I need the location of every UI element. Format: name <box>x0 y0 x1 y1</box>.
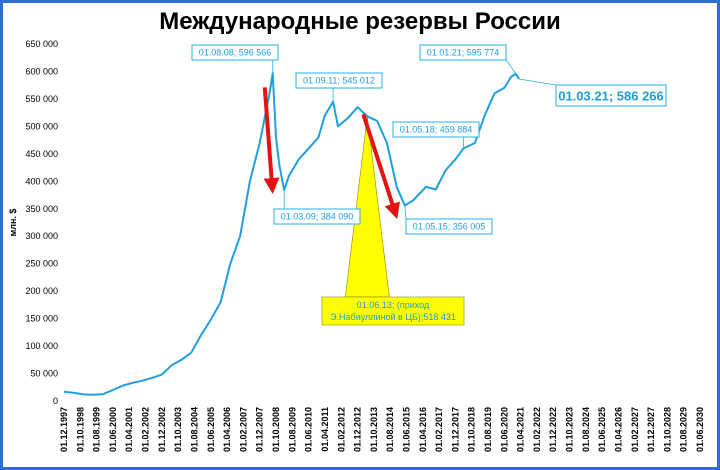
callout-2021-jan-label: 01.01.21; 595 774 <box>427 48 500 58</box>
callout-2021-mar-label: 01.03.21; 586 266 <box>558 89 664 104</box>
x-tick-label: 01.10.2023 <box>565 407 575 452</box>
callout-2021-jan-leader <box>505 59 517 75</box>
decline-arrow-2014 <box>361 113 400 220</box>
x-tick-label: 01.10.2008 <box>271 407 281 452</box>
callout-low-2015-box <box>405 218 493 235</box>
highlight-triangle <box>344 116 390 298</box>
chart-title: Международные резервы России <box>159 8 561 35</box>
x-tick-label: 01.02.2002 <box>141 407 151 452</box>
callout-low-2009-box <box>273 208 361 225</box>
x-tick-label: 01.08.2014 <box>385 407 395 452</box>
x-tick-label: 01.12.2007 <box>255 407 265 452</box>
y-tick-label: 100 000 <box>25 341 58 351</box>
callout-peak-2008-label: 01.08.08; 596 566 <box>199 48 272 58</box>
x-tick-label: 01.10.2003 <box>173 407 183 452</box>
x-tick-label: 01.02.2007 <box>238 407 248 452</box>
x-tick-label: 01.04.2021 <box>516 407 526 452</box>
x-tick-label: 01.08.2024 <box>581 407 591 452</box>
y-tick-label: 200 000 <box>25 286 58 296</box>
x-tick-label: 01.12.2017 <box>450 407 460 452</box>
x-tick-label: 01.04.2001 <box>124 407 134 452</box>
x-tick-label: 01.02.2022 <box>532 407 542 452</box>
y-tick-label: 450 000 <box>25 149 58 159</box>
x-tick-label: 01.06.2030 <box>695 407 705 452</box>
x-tick-label: 01.12.2002 <box>157 407 167 452</box>
x-tick-label: 01.06.2025 <box>597 407 607 452</box>
callout-2013-line2: Э.Набиуллиной в ЦБ);518 431 <box>330 312 456 322</box>
callout-low-2009-label: 01.03.09; 384 090 <box>281 212 354 222</box>
y-tick-label: 0 <box>53 396 58 406</box>
callout-2013-line1: 01.06.13; (приход <box>357 300 430 310</box>
x-tick-label: 01.06.2015 <box>401 407 411 452</box>
y-tick-label: 150 000 <box>25 314 58 324</box>
x-tick-label: 01.08.2029 <box>679 407 689 452</box>
y-tick-label: 350 000 <box>25 204 58 214</box>
x-tick-label: 01.12.2022 <box>548 407 558 452</box>
x-tick-label: 01.10.2018 <box>467 407 477 452</box>
x-tick-label: 01.08.2004 <box>189 407 199 452</box>
x-tick-label: 01.12.2012 <box>353 407 363 452</box>
x-tick-label: 01.10.2013 <box>369 407 379 452</box>
y-tick-label: 600 000 <box>25 66 58 76</box>
callout-peak-2011-box <box>295 72 383 89</box>
x-tick-label: 01.02.2012 <box>336 407 346 452</box>
y-tick-label: 300 000 <box>25 231 58 241</box>
x-tick-label: 01.02.2027 <box>630 407 640 452</box>
callout-2018-box <box>392 121 480 138</box>
callout-peak-2011-label: 01.09.11; 545 012 <box>303 76 375 86</box>
callout-2021-jan-box <box>419 44 507 61</box>
x-tick-label: 01.06.2020 <box>499 407 509 452</box>
reserves-line <box>63 72 520 396</box>
x-tick-label: 01.12.2027 <box>646 407 656 452</box>
x-tick-label: 01.08.2009 <box>287 407 297 452</box>
y-tick-label: 500 000 <box>25 121 58 131</box>
x-tick-label: 01.04.2011 <box>320 407 330 452</box>
x-tick-label: 01.02.2017 <box>434 407 444 452</box>
y-tick-label: 650 000 <box>25 39 58 49</box>
y-tick-label: 250 000 <box>25 259 58 269</box>
y-tick-label: 400 000 <box>25 176 58 186</box>
x-tick-label: 01.06.2000 <box>108 407 118 452</box>
callout-peak-2008-box <box>191 44 279 61</box>
x-tick-label: 01.10.1998 <box>75 407 85 452</box>
callout-2013-box <box>321 296 465 326</box>
callout-2021-mar-box <box>555 84 667 107</box>
decline-arrow-2008 <box>262 87 280 195</box>
callout-2018-label: 01.05.18; 459 884 <box>400 125 473 135</box>
x-tick-label: 01.08.1999 <box>92 407 102 452</box>
callout-2021-mar-leader <box>518 78 557 86</box>
x-tick-label: 01.06.2010 <box>304 407 314 452</box>
x-tick-label: 01.04.2006 <box>222 407 232 452</box>
x-tick-label: 01.04.2016 <box>418 407 428 452</box>
x-tick-label: 01.08.2019 <box>483 407 493 452</box>
callout-low-2015-leader <box>404 205 407 220</box>
x-tick-label: 01.04.2026 <box>613 407 623 452</box>
y-axis-label: млн. $ <box>8 209 18 237</box>
y-tick-label: 550 000 <box>25 94 58 104</box>
x-tick-label: 01.10.2028 <box>662 407 672 452</box>
y-tick-label: 50 000 <box>30 369 58 379</box>
x-tick-label: 01.06.2005 <box>206 407 216 452</box>
x-tick-label: 01.12.1997 <box>59 407 69 452</box>
callout-low-2015-label: 01.05.15; 356 005 <box>413 222 486 232</box>
